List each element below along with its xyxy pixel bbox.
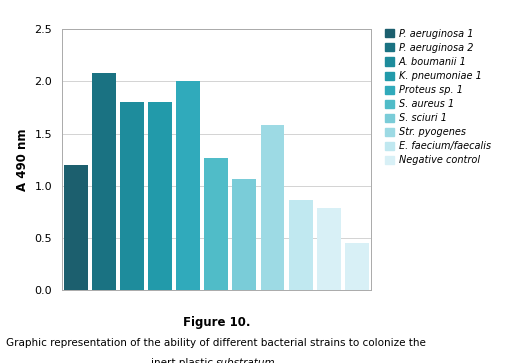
Text: Graphic representation of the ability of different bacterial strains to colonize: Graphic representation of the ability of…: [6, 338, 426, 348]
Bar: [120, 102, 144, 290]
Bar: [64, 165, 88, 290]
Bar: [204, 158, 228, 290]
Text: inert plastic: inert plastic: [151, 358, 216, 363]
Bar: [261, 125, 284, 290]
Bar: [288, 200, 313, 290]
Text: substratum: substratum: [216, 358, 276, 363]
Y-axis label: A 490 nm: A 490 nm: [16, 129, 29, 191]
Bar: [345, 243, 369, 290]
Text: Figure 10.: Figure 10.: [182, 316, 250, 329]
Legend: P. aeruginosa 1, P. aeruginosa 2, A. boumanii 1, K. pneumoniae 1, Proteus sp. 1,: P. aeruginosa 1, P. aeruginosa 2, A. bou…: [385, 29, 491, 166]
Bar: [317, 208, 340, 290]
Bar: [148, 102, 172, 290]
Bar: [232, 179, 256, 290]
Bar: [176, 81, 200, 290]
Bar: [92, 73, 116, 290]
